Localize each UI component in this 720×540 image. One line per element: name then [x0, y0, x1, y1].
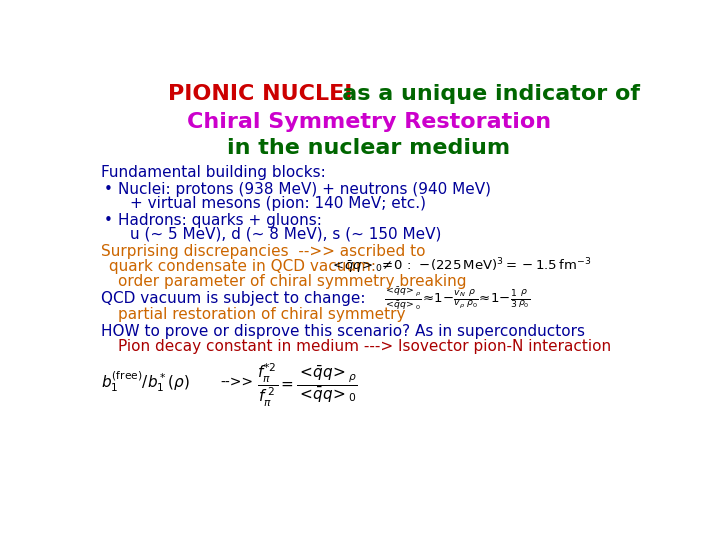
Text: + virtual mesons (pion: 140 MeV; etc.): + virtual mesons (pion: 140 MeV; etc.) [130, 196, 426, 211]
Text: PIONIC NUCLEI: PIONIC NUCLEI [168, 84, 352, 104]
Text: Surprising discrepancies  -->> ascribed to: Surprising discrepancies -->> ascribed t… [101, 244, 426, 259]
Text: Fundamental building blocks:: Fundamental building blocks: [101, 165, 325, 180]
Text: quark condensate in QCD vacuum:: quark condensate in QCD vacuum: [104, 259, 376, 274]
Text: u (~ 5 MeV), d (~ 8 MeV), s (~ 150 MeV): u (~ 5 MeV), d (~ 8 MeV), s (~ 150 MeV) [130, 227, 441, 242]
Text: •: • [104, 182, 113, 197]
Text: as a unique indicator of: as a unique indicator of [319, 84, 639, 104]
Text: $<\!\bar{q}q\!>_0\!\neq\!0$ :  $-(225\,\mathrm{MeV})^3 = -1.5\,\mathrm{fm}^{-3}$: $<\!\bar{q}q\!>_0\!\neq\!0$ : $-(225\,\m… [330, 256, 591, 276]
Text: order parameter of chiral symmetry breaking: order parameter of chiral symmetry break… [118, 274, 467, 289]
Text: $\frac{<\!\bar{q}q\!>_\rho}{<\!\bar{q}q\!>_0}\!\approx\!1\!-\!\frac{v_N}{v_\rho}: $\frac{<\!\bar{q}q\!>_\rho}{<\!\bar{q}q\… [384, 286, 531, 312]
Text: $\dfrac{f_\pi^{*2}}{f_\pi^{\;2}} = \dfrac{<\!\bar{q}q\!>_\rho}{<\!\bar{q}q\!>_0}: $\dfrac{f_\pi^{*2}}{f_\pi^{\;2}} = \dfra… [256, 362, 358, 409]
Text: Nuclei: protons (938 MeV) + neutrons (940 MeV): Nuclei: protons (938 MeV) + neutrons (94… [118, 182, 491, 197]
Text: Pion decay constant in medium ---> Isovector pion-N interaction: Pion decay constant in medium ---> Isove… [118, 339, 611, 354]
Text: HOW to prove or disprove this scenario? As in superconductors: HOW to prove or disprove this scenario? … [101, 323, 585, 339]
Text: QCD vacuum is subject to change:: QCD vacuum is subject to change: [101, 292, 365, 306]
Text: partial restoration of chiral symmetry: partial restoration of chiral symmetry [118, 307, 405, 322]
Text: -->>: -->> [220, 375, 253, 389]
Text: Chiral Symmetry Restoration: Chiral Symmetry Restoration [187, 112, 551, 132]
Text: •: • [104, 213, 113, 228]
Text: in the nuclear medium: in the nuclear medium [228, 138, 510, 158]
Text: Hadrons: quarks + gluons:: Hadrons: quarks + gluons: [118, 213, 322, 228]
Text: $b_1^{\mathrm{(free)}}/b_1^*(\rho)$: $b_1^{\mathrm{(free)}}/b_1^*(\rho)$ [101, 370, 190, 394]
